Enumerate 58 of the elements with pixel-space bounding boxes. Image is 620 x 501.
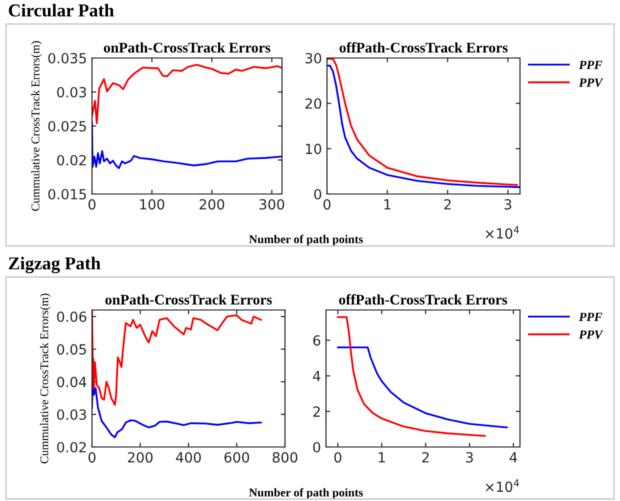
y-axis-title: Cummulative CrossTrack Errors(m) <box>40 294 51 464</box>
x-tick-label: 2 <box>422 452 429 462</box>
y-tick-label: 0.03 <box>57 409 86 420</box>
x-tick-label: 4 <box>510 452 518 462</box>
text: ×10$^{4}$ <box>486 479 519 492</box>
chart-title: offPath-CrossTrack Errors <box>340 42 508 53</box>
y-tick-label: 6 <box>313 335 320 346</box>
x-tick-label: 200 <box>128 452 153 463</box>
x-tick-label: 800 <box>272 452 298 463</box>
x-tick-label: 3 <box>504 199 512 210</box>
y-tick-label: 0.04 <box>57 376 86 388</box>
x-tick-label: 0 <box>334 452 342 463</box>
x-tick-label: 200 <box>200 199 224 210</box>
x-tick-label: 2 <box>444 199 451 210</box>
legend-label: PPV <box>578 330 604 339</box>
legend-label: PPV <box>578 78 604 87</box>
legend-label: PPF <box>578 312 602 322</box>
y-tick-label: 0.06 <box>57 311 86 322</box>
y-tick-label: 0.035 <box>48 52 86 64</box>
line-series <box>336 316 486 437</box>
y-tick-label: 0.015 <box>48 188 86 200</box>
y-tick-label: 0.02 <box>57 442 86 452</box>
x-tick-label: 1 <box>378 452 385 462</box>
y-tick-label: 0.03 <box>57 86 86 98</box>
line-series <box>336 346 508 428</box>
x-tick-label: 600 <box>224 452 250 463</box>
y-tick-label: 0 <box>313 442 320 452</box>
line-series <box>92 64 282 124</box>
x-tick-label: 100 <box>140 199 164 210</box>
line-series <box>92 358 262 438</box>
legend-label: PPF <box>578 60 602 70</box>
chart-title: offPath-CrossTrack Errors <box>339 294 508 305</box>
x-tick-label: 1 <box>384 199 390 210</box>
x-tick-label: 0 <box>323 199 330 210</box>
y-tick-label: 10 <box>306 144 322 154</box>
y-tick-label: 20 <box>305 98 322 109</box>
chart-title: onPath-CrossTrack Errors <box>104 42 270 53</box>
x-axis-title: Number of path points <box>249 488 363 499</box>
y-axis-title: Cummulative CrossTrack Errors(m) <box>31 41 42 211</box>
x-tick-label: 0 <box>88 452 96 463</box>
text: ×10$^{4}$ <box>486 226 519 239</box>
y-tick-label: 4 <box>312 370 320 382</box>
y-tick-label: 30 <box>306 52 322 64</box>
x-tick-label: 0 <box>88 199 96 210</box>
y-tick-label: 0 <box>314 188 322 200</box>
text: Zigzag Path <box>8 256 101 274</box>
x-tick-label: 300 <box>260 199 284 210</box>
line-series <box>92 310 262 406</box>
y-tick-label: 0.02 <box>57 154 86 166</box>
y-tick-label: 0.05 <box>57 344 86 355</box>
y-tick-label: 0.025 <box>48 120 86 132</box>
chart-title: onPath-CrossTrack Errors <box>105 294 272 305</box>
x-axis-title: Number of path points <box>249 234 363 246</box>
y-tick-label: 2 <box>313 406 320 417</box>
line-series <box>92 122 282 170</box>
x-tick-label: 400 <box>176 452 201 463</box>
x-tick-label: 3 <box>466 452 473 463</box>
text: Circular Path <box>8 4 114 17</box>
